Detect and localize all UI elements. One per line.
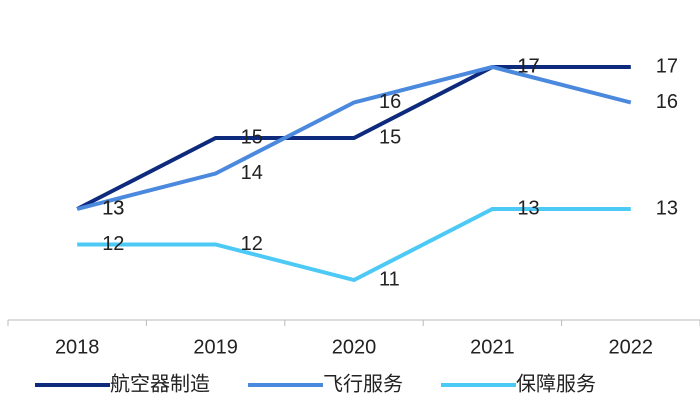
x-tick-label: 2020 bbox=[332, 336, 377, 358]
data-label: 13 bbox=[102, 197, 124, 219]
data-label: 13 bbox=[102, 197, 124, 219]
data-label: 11 bbox=[379, 268, 400, 290]
legend-label: 保障服务 bbox=[516, 372, 596, 395]
x-tick-label: 2021 bbox=[470, 336, 515, 358]
data-label: 17 bbox=[517, 55, 539, 77]
data-label: 12 bbox=[102, 233, 124, 255]
series-line bbox=[77, 207, 631, 283]
data-label: 15 bbox=[241, 126, 263, 148]
data-label: 13 bbox=[517, 197, 539, 219]
data-label: 16 bbox=[656, 91, 678, 113]
data-label: 16 bbox=[379, 91, 401, 113]
data-label: 12 bbox=[241, 233, 263, 255]
data-label: 15 bbox=[379, 126, 401, 148]
x-tick-label: 2022 bbox=[609, 336, 654, 358]
series-line bbox=[76, 64, 632, 211]
data-label: 17 bbox=[517, 55, 539, 77]
data-label: 14 bbox=[241, 162, 263, 184]
series-line bbox=[76, 65, 631, 211]
data-label: 17 bbox=[656, 55, 678, 77]
x-tick-label: 2018 bbox=[55, 336, 100, 358]
legend-label: 飞行服务 bbox=[323, 372, 403, 395]
x-tick-label: 2019 bbox=[193, 336, 238, 358]
data-label: 13 bbox=[656, 197, 678, 219]
legend-label: 航空器制造 bbox=[110, 372, 210, 395]
